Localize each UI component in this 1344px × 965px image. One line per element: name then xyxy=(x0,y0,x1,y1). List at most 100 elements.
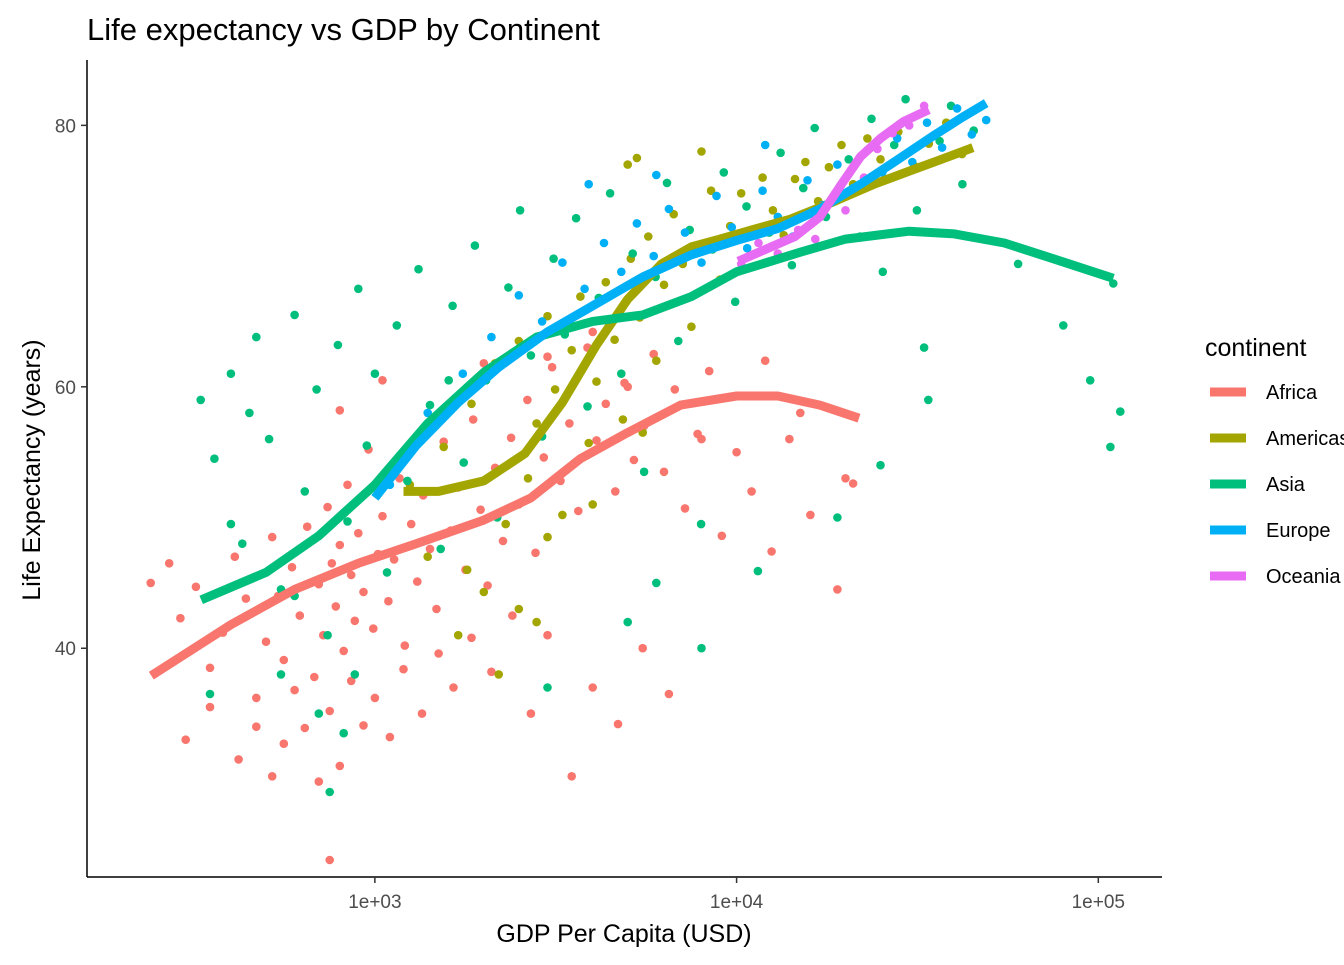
point-asia-59 xyxy=(867,114,876,124)
point-africa-51 xyxy=(506,433,516,443)
point-africa-69 xyxy=(670,385,680,394)
point-africa-118 xyxy=(760,356,770,366)
point-asia-80 xyxy=(205,689,215,699)
point-americas-13 xyxy=(558,510,567,520)
point-africa-23 xyxy=(339,646,349,656)
point-africa-117 xyxy=(697,434,706,444)
point-americas-52 xyxy=(514,604,524,614)
points-layer xyxy=(146,94,1125,865)
point-europe-33 xyxy=(981,115,991,125)
point-africa-58 xyxy=(565,419,574,428)
point-americas-5 xyxy=(479,587,489,597)
point-asia-91 xyxy=(919,343,929,352)
point-africa-10 xyxy=(267,532,277,542)
point-americas-45 xyxy=(876,155,885,164)
point-africa-109 xyxy=(664,689,674,699)
point-asia-44 xyxy=(696,519,706,529)
point-asia-67 xyxy=(958,179,967,189)
smooth-line-africa xyxy=(148,391,861,680)
point-africa-46 xyxy=(468,415,478,424)
point-americas-24 xyxy=(652,356,661,366)
point-africa-81 xyxy=(181,735,190,744)
point-americas-51 xyxy=(462,565,472,575)
point-africa-22 xyxy=(335,540,345,550)
point-africa-30 xyxy=(369,624,378,633)
point-americas-12 xyxy=(550,385,560,394)
point-asia-27 xyxy=(504,283,513,292)
point-asia-46 xyxy=(719,168,729,177)
point-africa-53 xyxy=(523,395,532,405)
point-asia-39 xyxy=(639,467,649,477)
point-asia-12 xyxy=(343,517,352,526)
point-asia-31 xyxy=(549,254,558,263)
point-africa-34 xyxy=(389,555,399,564)
smooth-line-oceania xyxy=(736,105,931,266)
point-asia-21 xyxy=(436,544,446,554)
point-africa-50 xyxy=(498,536,508,546)
point-asia-34 xyxy=(583,402,592,411)
point-europe-11 xyxy=(649,251,658,261)
point-africa-92 xyxy=(346,676,356,686)
y-tick-label-2: 80 xyxy=(55,116,76,137)
point-africa-67 xyxy=(649,349,658,359)
legend-label-asia: Asia xyxy=(1266,474,1306,496)
point-africa-87 xyxy=(290,685,299,695)
point-americas-19 xyxy=(610,335,619,345)
point-africa-113 xyxy=(479,359,489,368)
point-africa-40 xyxy=(425,544,435,554)
point-asia-71 xyxy=(1085,376,1095,385)
point-africa-38 xyxy=(413,577,422,586)
point-americas-56 xyxy=(588,500,597,509)
point-africa-83 xyxy=(234,755,243,764)
point-asia-2 xyxy=(226,369,236,379)
point-asia-28 xyxy=(515,206,525,215)
point-africa-88 xyxy=(300,723,310,733)
point-africa-56 xyxy=(547,362,557,372)
ticks-layer: 1e+03 1e+04 1e+05 40 60 80 xyxy=(55,116,1125,913)
point-asia-18 xyxy=(403,476,412,486)
point-americas-33 xyxy=(736,189,746,198)
point-africa-32 xyxy=(378,511,387,521)
point-europe-10 xyxy=(632,219,642,228)
point-africa-78 xyxy=(806,510,815,520)
point-africa-47 xyxy=(476,505,485,514)
point-africa-85 xyxy=(267,772,277,781)
point-oceania-1 xyxy=(754,238,763,248)
point-africa-59 xyxy=(574,506,583,516)
point-asia-19 xyxy=(414,264,423,274)
point-africa-70 xyxy=(680,504,690,513)
point-africa-106 xyxy=(588,683,597,692)
point-asia-16 xyxy=(382,568,392,577)
point-africa-119 xyxy=(796,408,805,418)
point-americas-60 xyxy=(697,147,706,156)
point-europe-23 xyxy=(833,160,842,169)
point-americas-35 xyxy=(758,173,767,182)
point-americas-55 xyxy=(532,617,541,627)
point-asia-77 xyxy=(339,728,349,738)
point-africa-79 xyxy=(833,585,842,594)
point-europe-21 xyxy=(803,176,812,185)
x-tick-label-0: 1e+03 xyxy=(348,892,401,913)
point-africa-89 xyxy=(314,777,324,786)
point-americas-23 xyxy=(644,232,653,241)
point-africa-7 xyxy=(241,594,251,603)
point-africa-16 xyxy=(310,672,319,682)
point-africa-105 xyxy=(567,772,576,781)
y-tick-label-0: 40 xyxy=(55,639,76,660)
point-asia-24 xyxy=(470,241,480,250)
point-americas-2 xyxy=(439,442,449,452)
point-africa-48 xyxy=(483,581,492,590)
point-europe-5 xyxy=(537,317,547,326)
point-asia-11 xyxy=(333,340,343,350)
point-americas-59 xyxy=(632,153,642,163)
point-africa-37 xyxy=(406,519,416,529)
point-asia-85 xyxy=(444,376,454,385)
point-africa-0 xyxy=(146,578,155,588)
point-africa-63 xyxy=(611,487,620,496)
point-americas-28 xyxy=(687,322,696,332)
point-asia-65 xyxy=(935,136,944,146)
legend-label-africa: Africa xyxy=(1266,382,1318,404)
point-africa-36 xyxy=(400,641,410,650)
point-africa-99 xyxy=(449,683,458,692)
